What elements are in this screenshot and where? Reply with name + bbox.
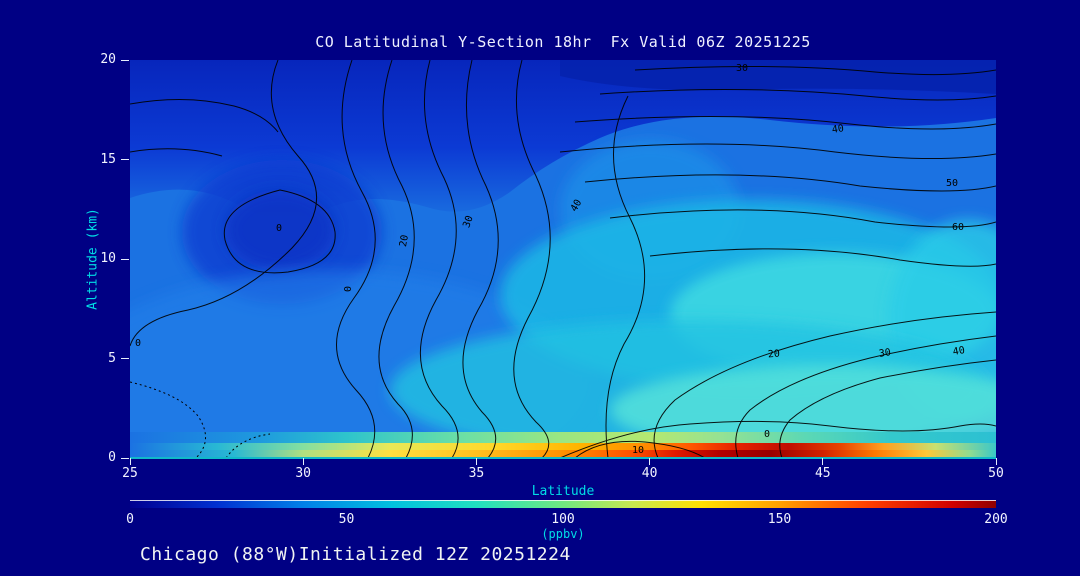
y-tick-label: 5 — [108, 350, 116, 366]
colorbar-tick-label: 200 — [984, 512, 1008, 527]
filled-contour-field — [130, 60, 996, 458]
colorbar-tick-label: 100 — [551, 512, 575, 527]
y-tick-label: 15 — [100, 151, 116, 167]
x-tick-mark — [822, 458, 824, 465]
y-tick-label: 0 — [108, 450, 116, 465]
x-tick-label: 40 — [641, 466, 658, 481]
chart-title: CO Latitudinal Y-Section 18hr Fx Valid 0… — [315, 33, 811, 51]
contour-lines — [130, 60, 996, 458]
x-tick-label: 50 — [988, 466, 1004, 481]
y-tick-mark — [121, 457, 129, 459]
colorbar-tick-label: 0 — [126, 512, 134, 527]
x-tick-mark — [475, 458, 477, 465]
y-tick-label: 20 — [100, 52, 116, 67]
x-tick-mark — [649, 458, 651, 465]
x-tick-label: 45 — [814, 466, 831, 481]
x-axis-title: Latitude — [531, 484, 595, 499]
x-tick-label: 25 — [122, 466, 138, 481]
x-axis-line — [130, 457, 996, 459]
contour-plot: 30 40 50 60 40 30 20 0 0 0 20 30 40 10 0 — [130, 60, 996, 458]
colorbar-tick-label: 150 — [767, 512, 792, 527]
x-tick-label: 30 — [295, 466, 312, 481]
x-tick-label: 35 — [468, 466, 485, 481]
y-tick-mark — [121, 258, 129, 260]
y-tick-mark — [121, 59, 129, 61]
footer-text: Chicago (88°W)Initialized 12Z 20251224 — [140, 544, 571, 565]
x-tick-mark — [302, 458, 304, 465]
filled-contours — [130, 60, 996, 458]
colorbar-gradient — [130, 500, 996, 508]
x-tick-mark — [129, 458, 131, 465]
y-tick-mark — [121, 159, 129, 160]
x-tick-mark — [995, 458, 997, 465]
y-tick-mark — [121, 358, 129, 359]
y-axis-title: Altitude (km) — [85, 208, 101, 310]
dotted-contour-line — [130, 381, 271, 458]
colorbar-units-label: (ppbv) — [541, 527, 585, 541]
colorbar-tick-label: 50 — [338, 512, 355, 527]
